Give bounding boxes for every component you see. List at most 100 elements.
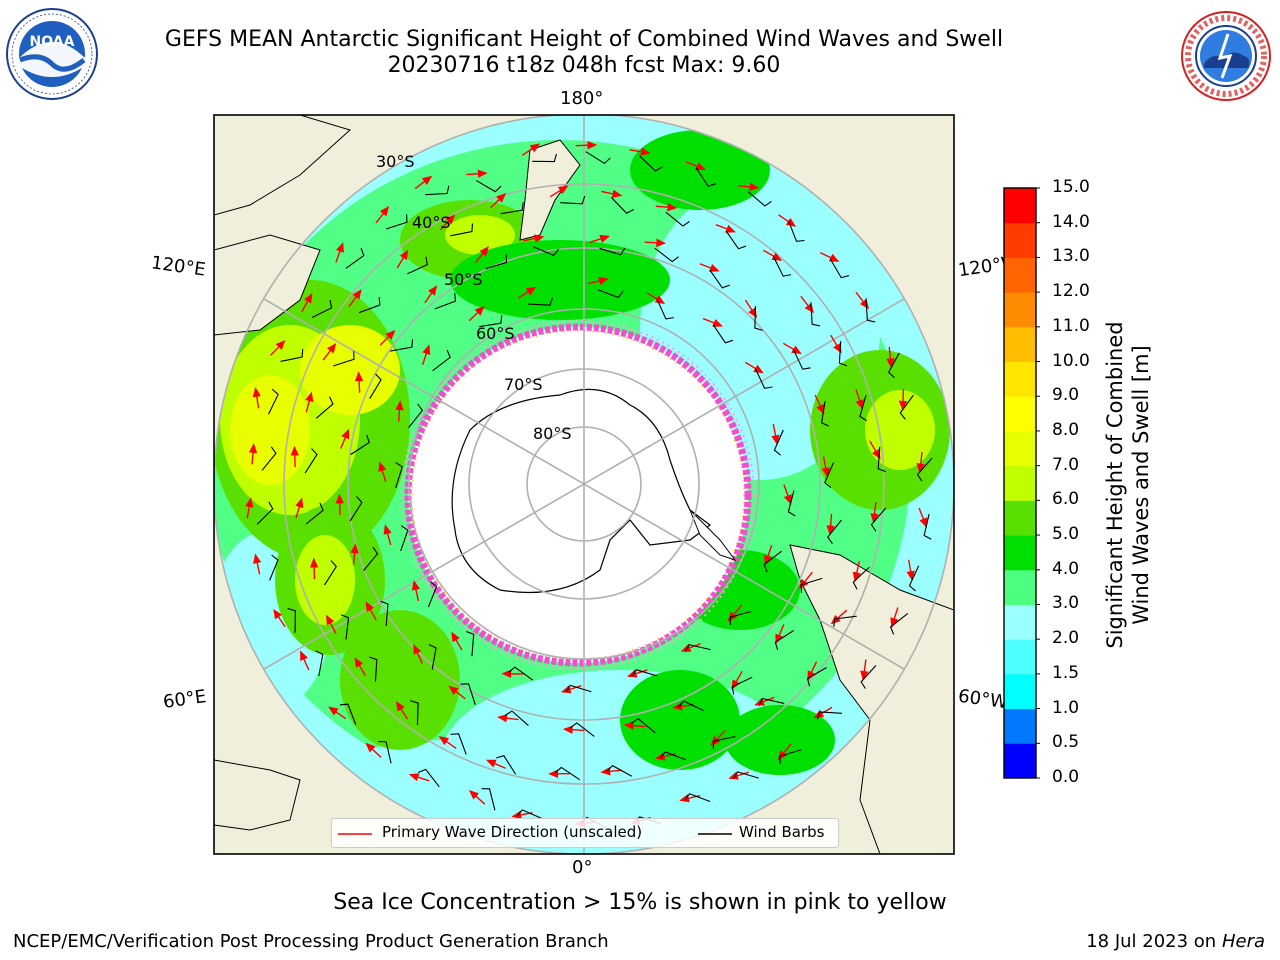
wind-barb	[729, 610, 752, 626]
wind-barb	[824, 462, 835, 489]
wind-barb	[754, 306, 763, 331]
wind-barb	[827, 519, 842, 545]
wave-direction-arrow	[771, 423, 780, 446]
wind-barb	[877, 446, 886, 473]
lat-label-80s: 80°S	[533, 424, 572, 443]
wind-barb	[754, 368, 773, 389]
colorbar-segment	[1004, 396, 1036, 432]
colorbar-label: Significant Height of Combined Wind Wave…	[1102, 225, 1154, 745]
wind-barb	[350, 434, 370, 455]
lat-label-70s: 70°S	[504, 375, 543, 394]
wind-barb	[311, 299, 333, 319]
wave-direction-arrow	[365, 601, 377, 621]
wind-barb	[820, 401, 830, 427]
wave-direction-arrow	[587, 276, 609, 286]
colorbar-segment	[1004, 604, 1036, 640]
wind-barb	[908, 565, 920, 592]
colorbar-tick-label: 2.0	[1052, 628, 1080, 649]
wave-direction-arrow	[562, 725, 585, 734]
footer-date: 18 Jul 2023 on Hera	[1086, 931, 1265, 952]
wind-barb	[773, 429, 784, 456]
wave-direction-arrow	[354, 371, 364, 393]
wave-direction-arrow	[378, 461, 387, 483]
wind-barb	[838, 341, 848, 367]
colorbar-frame	[1003, 187, 1037, 779]
wind-barb	[425, 185, 450, 196]
wind-barb	[654, 247, 679, 263]
wind-barb	[369, 656, 378, 682]
wind-barb	[570, 722, 595, 737]
colorbar-tick-label: 15.0	[1052, 177, 1090, 197]
wave-direction-arrow	[295, 497, 304, 519]
wave-direction-arrow	[906, 559, 915, 581]
wind-barb	[395, 462, 403, 488]
wind-barb	[261, 446, 277, 471]
wind-barb	[349, 496, 363, 522]
wave-direction-arrow	[754, 696, 775, 706]
wave-direction-arrow	[764, 545, 773, 566]
wind-barb	[432, 349, 451, 372]
wind-barb	[889, 612, 909, 635]
wind-barb	[466, 630, 475, 657]
wave-direction-arrow	[916, 451, 925, 474]
colorbar-tick-label: 6.0	[1052, 489, 1080, 510]
wind-barb	[779, 749, 802, 765]
wave-direction-arrow	[807, 661, 818, 681]
wave-direction-arrow	[778, 214, 797, 227]
wind-barb	[899, 394, 914, 420]
wind-barb	[305, 502, 324, 525]
wind-barb	[427, 581, 438, 608]
colorbar-segment	[1004, 569, 1036, 605]
colorbar-segment	[1004, 430, 1036, 467]
wave-direction-arrow	[497, 713, 519, 723]
colorbar-segment	[1004, 326, 1036, 363]
wave-direction-arrow	[521, 143, 541, 156]
footer-credit: NCEP/EMC/Verification Post Processing Pr…	[13, 931, 609, 952]
wind-barb	[731, 676, 753, 695]
wind-barb	[532, 153, 558, 163]
wind-barb	[599, 247, 626, 256]
colorbar-tick-label: 0.0	[1052, 767, 1080, 787]
wind-barb	[410, 700, 419, 726]
lon-label-180: 180°	[560, 88, 604, 109]
wave-direction-arrow	[855, 389, 864, 410]
wind-barb	[631, 669, 658, 677]
wave-direction-arrow	[328, 706, 347, 720]
wind-barb	[516, 809, 543, 820]
colorbar-tick-label: 12.0	[1052, 281, 1090, 302]
colorbar-tick-label: 3.0	[1052, 593, 1080, 614]
land-africa	[214, 759, 301, 831]
wave-direction-arrow	[589, 234, 610, 244]
wave-direction-arrow	[890, 607, 899, 628]
wave-direction-arrow	[309, 557, 319, 580]
colorbar-label-line1: Significant Height of Combined	[1103, 321, 1127, 649]
wind-barb	[800, 577, 823, 593]
wind-barb	[597, 289, 624, 299]
wind-barb	[606, 764, 633, 777]
wind-barb	[460, 683, 476, 705]
colorbar-segment	[1004, 222, 1036, 258]
wave-direction-arrow	[300, 650, 310, 671]
colorbar-tick-label: 10.0	[1052, 350, 1090, 371]
wave-direction-arrow	[783, 484, 792, 505]
wind-barb	[504, 710, 529, 726]
wave-direction-arrow	[798, 571, 813, 590]
colorbar-tick-label: 11.0	[1052, 315, 1090, 336]
map-frame	[213, 114, 955, 855]
colorbar-segment	[1004, 743, 1036, 779]
land-australia-north	[214, 115, 351, 216]
wind-barb	[565, 684, 592, 693]
wind-barb	[450, 733, 467, 755]
wave-direction-arrow	[414, 175, 433, 190]
wind-barb	[788, 220, 805, 242]
wave-direction-arrow	[898, 389, 908, 411]
footer-date-text: 18 Jul 2023 on	[1086, 931, 1217, 952]
colorbar-tick-label: 8.0	[1052, 419, 1080, 440]
wind-barb	[684, 793, 711, 803]
colorbar-tick-label: 1.0	[1052, 697, 1080, 718]
wind-barb	[665, 211, 690, 227]
wave-direction-arrow	[424, 285, 438, 304]
wind-barb	[709, 269, 731, 289]
wave-direction-arrow	[245, 497, 254, 519]
colorbar-tick-label: 1.5	[1052, 662, 1080, 683]
